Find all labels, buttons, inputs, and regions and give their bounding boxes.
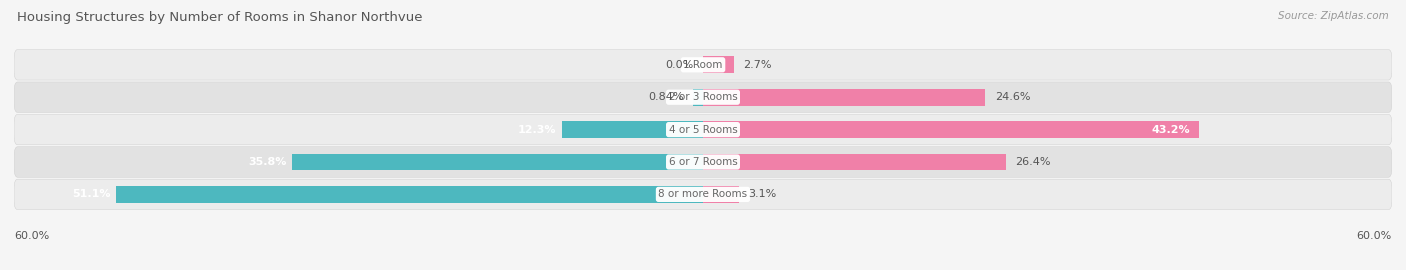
Text: 26.4%: 26.4% [1015, 157, 1050, 167]
Text: 43.2%: 43.2% [1152, 124, 1189, 135]
Text: 8 or more Rooms: 8 or more Rooms [658, 189, 748, 200]
Bar [703, 56, 734, 73]
Bar [703, 186, 738, 203]
Text: 0.84%: 0.84% [648, 92, 685, 102]
FancyBboxPatch shape [14, 147, 1392, 177]
Bar [703, 121, 1199, 138]
Text: 6 or 7 Rooms: 6 or 7 Rooms [669, 157, 737, 167]
FancyBboxPatch shape [14, 114, 1392, 145]
Text: 2 or 3 Rooms: 2 or 3 Rooms [669, 92, 737, 102]
Bar [562, 121, 703, 138]
Text: 60.0%: 60.0% [1357, 231, 1392, 241]
Text: 4 or 5 Rooms: 4 or 5 Rooms [669, 124, 737, 135]
Text: 35.8%: 35.8% [247, 157, 287, 167]
Bar [693, 89, 703, 106]
Text: 51.1%: 51.1% [72, 189, 111, 200]
FancyBboxPatch shape [14, 179, 1392, 210]
Text: Housing Structures by Number of Rooms in Shanor Northvue: Housing Structures by Number of Rooms in… [17, 11, 422, 24]
Bar [117, 186, 703, 203]
Bar [703, 154, 1007, 170]
Text: 24.6%: 24.6% [994, 92, 1031, 102]
FancyBboxPatch shape [14, 50, 1392, 80]
Text: 1 Room: 1 Room [683, 60, 723, 70]
Bar [703, 89, 986, 106]
Text: 0.0%: 0.0% [665, 60, 693, 70]
Text: Source: ZipAtlas.com: Source: ZipAtlas.com [1278, 11, 1389, 21]
FancyBboxPatch shape [14, 82, 1392, 112]
Text: 12.3%: 12.3% [517, 124, 555, 135]
Text: 2.7%: 2.7% [744, 60, 772, 70]
Text: 60.0%: 60.0% [14, 231, 49, 241]
Bar [292, 154, 703, 170]
Text: 3.1%: 3.1% [748, 189, 776, 200]
